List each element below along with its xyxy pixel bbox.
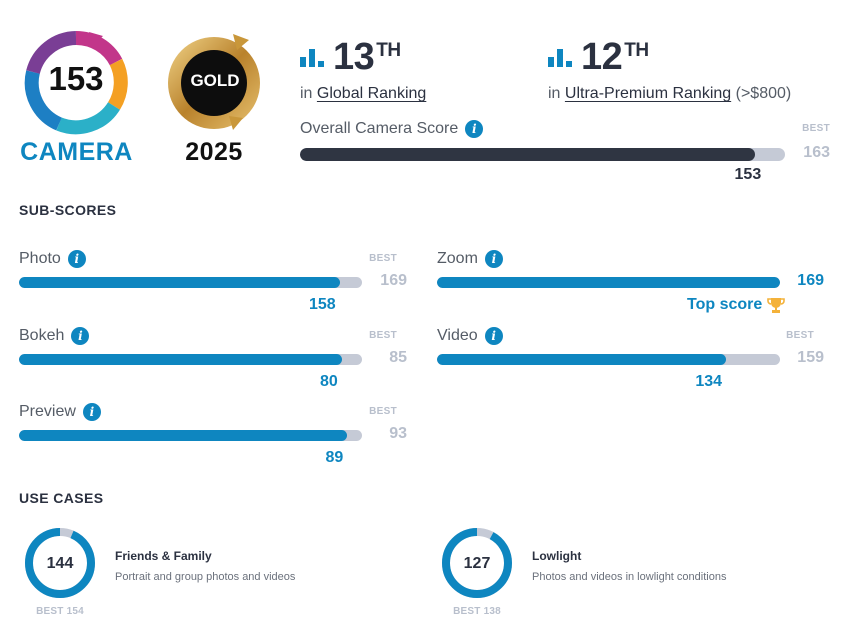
price-range: (>$800)	[735, 85, 792, 102]
info-icon[interactable]: i	[67, 250, 86, 268]
info-icon[interactable]: i	[82, 403, 101, 421]
sub-score-fill	[19, 354, 342, 365]
info-icon[interactable]: i	[71, 327, 90, 345]
sub-score-bar	[19, 354, 362, 365]
badge-year: 2025	[185, 138, 243, 166]
use-case-score-ring	[25, 528, 95, 598]
sub-score-bar	[19, 277, 362, 288]
sub-score-value: 89	[325, 449, 344, 466]
sub-score-label: Video i	[437, 327, 503, 345]
use-case-score: 144	[46, 555, 74, 572]
sub-score-best-tag: BEST	[369, 330, 397, 341]
global-ranking-link[interactable]: Global Ranking	[316, 85, 427, 102]
info-icon[interactable]: i	[465, 120, 484, 138]
sub-score-fill	[437, 277, 780, 288]
sub-score-best-tag: BEST	[786, 330, 814, 341]
info-icon[interactable]: i	[484, 250, 503, 268]
sub-score-bar	[437, 354, 780, 365]
use-case-title: Lowlight	[532, 549, 582, 563]
overall-best-tag: BEST	[802, 123, 830, 134]
global-rank-caption: in Global Ranking	[300, 85, 427, 102]
sub-score-value: 134	[695, 373, 723, 390]
camera-score-value: 153	[48, 60, 104, 97]
sub-score-best-value: 93	[389, 425, 407, 442]
camera-score-badge: 153	[19, 30, 134, 170]
sub-score-label-text: Photo	[19, 250, 61, 267]
use-case-ring-fill	[25, 528, 95, 598]
sub-scores-title: SUB-SCORES	[19, 202, 117, 218]
sub-score-best-tag: BEST	[369, 253, 397, 264]
sub-score-fill	[437, 354, 727, 365]
sub-score-fill	[19, 430, 348, 441]
use-cases-title: USE CASES	[19, 490, 104, 506]
top-score-badge: Top score	[687, 296, 786, 314]
use-case-title: Friends & Family	[115, 549, 212, 563]
sub-score-label: Preview i	[19, 403, 101, 421]
sub-score-label: Photo i	[19, 250, 86, 268]
sub-score-fill	[19, 277, 340, 288]
sub-score-label-text: Zoom	[437, 250, 478, 267]
sub-score-label-text: Video	[437, 327, 478, 344]
sub-score-label: Zoom i	[437, 250, 503, 268]
use-case-description: Photos and videos in lowlight conditions	[532, 571, 727, 583]
ultra-premium-rank-caption: in Ultra-Premium Ranking (>$800)	[548, 85, 792, 102]
sub-score-value: 158	[308, 296, 336, 313]
gold-medal-icon	[168, 34, 260, 130]
use-case-ring-fill	[442, 528, 512, 598]
global-rank-number: 13 TH	[333, 36, 401, 78]
overall-best-value: 163	[803, 144, 830, 161]
overall-score-fill	[300, 148, 756, 161]
use-case-best: BEST 138	[453, 606, 501, 617]
use-case-description: Portrait and group photos and videos	[115, 571, 296, 583]
use-case-score-ring	[442, 528, 512, 598]
sub-score-best-value: 169	[380, 272, 407, 289]
sub-score-label-text: Preview	[19, 403, 76, 420]
overall-score-bar	[300, 148, 785, 161]
sub-score-label: Bokeh i	[19, 327, 90, 345]
sub-score-bar	[19, 430, 362, 441]
sub-score-best-value: 85	[389, 349, 407, 366]
use-case-best: BEST 154	[36, 606, 84, 617]
sub-score-label-text: Bokeh	[19, 327, 65, 344]
camera-label: CAMERA	[20, 138, 133, 166]
sub-score-bar	[437, 277, 780, 288]
overall-score-value: 153	[734, 166, 762, 183]
gold-label: GOLD	[190, 71, 240, 90]
info-icon[interactable]: i	[484, 327, 503, 345]
bar-chart-icon	[300, 48, 324, 67]
sub-score-best-tag: BEST	[369, 406, 397, 417]
sub-score-best-value: 169	[797, 272, 824, 289]
global-ranking: 13 TH in Global Ranking	[300, 36, 426, 103]
use-case-score: 127	[463, 555, 491, 572]
bar-chart-icon	[548, 48, 572, 67]
trophy-icon	[767, 297, 786, 313]
overall-score-label: Overall Camera Score i	[300, 120, 484, 138]
sub-score-value: 80	[320, 373, 338, 390]
ultra-premium-ranking-link[interactable]: Ultra-Premium Ranking	[564, 85, 732, 102]
top-score-text: Top score	[687, 296, 763, 313]
sub-score-best-value: 159	[797, 349, 824, 366]
ultra-premium-ranking: 12 TH in Ultra-Premium Ranking (>$800)	[548, 36, 791, 103]
camera-badge-ring-icon	[24, 30, 128, 135]
ultra-premium-rank-number: 12 TH	[581, 36, 649, 78]
